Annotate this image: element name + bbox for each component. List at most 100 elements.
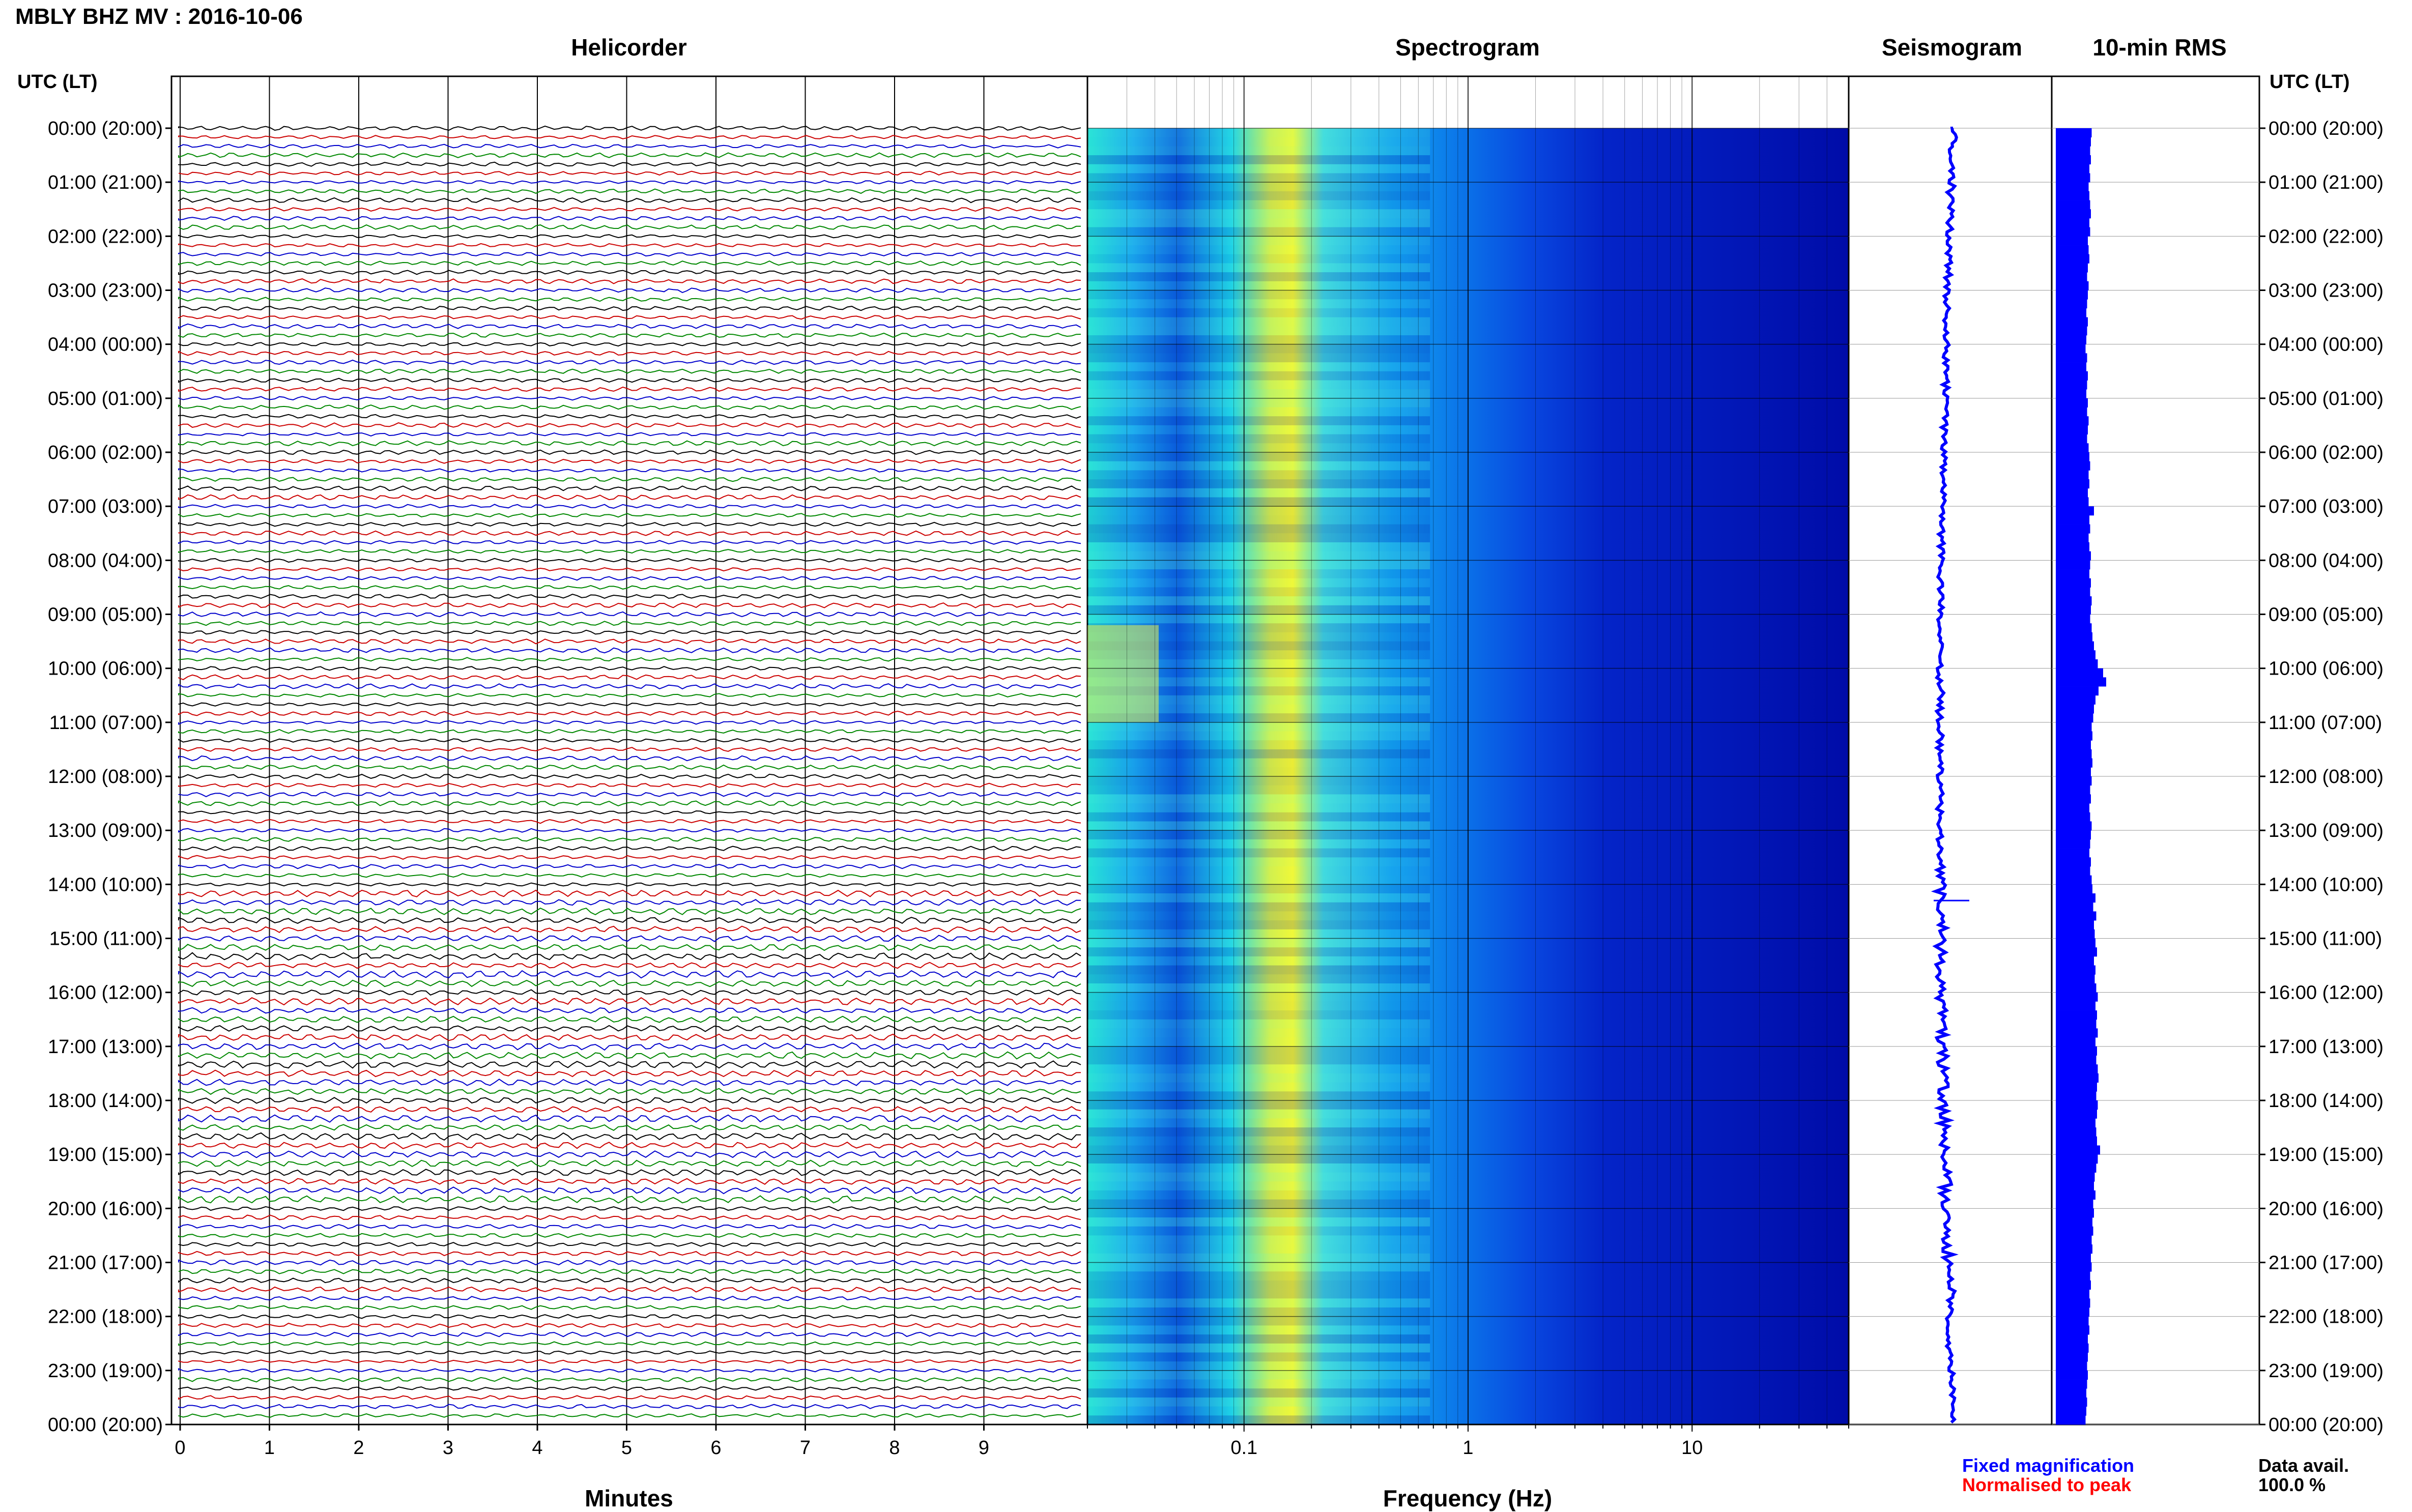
- rms-bar: [2056, 290, 2088, 300]
- spectrogram-row-texture: [1087, 335, 1430, 344]
- rms-bar: [2056, 425, 2088, 435]
- rms-bar: [2056, 1415, 2086, 1425]
- helicorder-trace: [178, 1296, 1081, 1301]
- rms-bar: [2056, 1199, 2093, 1209]
- spectrogram-row-texture: [1087, 371, 1430, 381]
- helicorder-trace: [178, 889, 1081, 897]
- spectrogram-row-texture: [1087, 677, 1430, 687]
- spectrogram-row-texture: [1087, 947, 1430, 956]
- helicorder-trace: [178, 611, 1081, 618]
- rms-bar: [2056, 1073, 2099, 1083]
- rms-bar: [2056, 902, 2093, 912]
- rms-bar: [2056, 407, 2087, 417]
- helicorder-trace: [178, 647, 1081, 654]
- spectrogram-row-texture: [1087, 1199, 1430, 1209]
- rms-panel: [2051, 75, 2260, 1426]
- spectrogram-row-texture: [1087, 299, 1430, 308]
- rms-bar: [2056, 920, 2094, 930]
- rms-bar: [2056, 326, 2087, 336]
- rms-bar: [2056, 668, 2103, 678]
- rms-bar: [2056, 659, 2098, 669]
- rms-bar: [2056, 929, 2095, 939]
- spectrogram-row-texture: [1087, 317, 1430, 327]
- time-label-left: 07:00 (03:00): [48, 496, 163, 517]
- rms-bar: [2056, 416, 2089, 426]
- rms-bar: [2056, 965, 2095, 975]
- rms-bar: [2056, 533, 2089, 543]
- spectrogram-title: Spectrogram: [1395, 34, 1540, 61]
- rms-bar: [2056, 1262, 2092, 1272]
- helicorder-trace: [178, 764, 1081, 770]
- helicorder-trace: [178, 1195, 1081, 1204]
- rms-bar: [2056, 722, 2092, 732]
- spectrogram-row-texture: [1087, 1352, 1430, 1362]
- rms-bar: [2056, 1316, 2089, 1326]
- time-label-right: 22:00 (18:00): [2269, 1306, 2384, 1328]
- rms-bar: [2056, 1190, 2095, 1200]
- time-label-right: 12:00 (08:00): [2269, 766, 2384, 788]
- seismogram-trace: [1931, 127, 1959, 1424]
- helicorder-trace: [178, 243, 1081, 248]
- helicorder-trace: [178, 386, 1081, 392]
- spectrogram-row-texture: [1087, 326, 1430, 335]
- rms-bar: [2056, 1334, 2088, 1344]
- rms-bar: [2056, 938, 2095, 948]
- time-label-left: 21:00 (17:00): [48, 1253, 163, 1274]
- spectrogram-row-texture: [1087, 929, 1430, 939]
- spectrogram-row-texture: [1087, 434, 1430, 444]
- time-label-right: 03:00 (23:00): [2269, 280, 2384, 302]
- spectrogram-row-texture: [1087, 1289, 1430, 1299]
- spectrogram-row-texture: [1087, 353, 1430, 363]
- helicorder-trace: [178, 755, 1081, 762]
- time-label-right: 05:00 (01:00): [2269, 388, 2384, 410]
- spectrogram-row-texture: [1087, 155, 1430, 164]
- helicorder-trace: [178, 305, 1081, 311]
- rms-bar: [2056, 1010, 2097, 1020]
- helicorder-trace: [178, 567, 1081, 572]
- helicorder-trace: [178, 314, 1081, 320]
- helicorder-trace: [178, 332, 1081, 338]
- helicorder-trace: [178, 234, 1081, 239]
- rms-bar: [2056, 1253, 2091, 1263]
- spectrogram-row-texture: [1087, 1325, 1430, 1335]
- helicorder-trace: [178, 1124, 1081, 1131]
- rms-bar: [2056, 497, 2089, 507]
- rms-bar: [2056, 218, 2089, 228]
- legend-fixed-magnification: Fixed magnification: [1962, 1455, 2135, 1476]
- spectrogram-lowfreq-patch: [1087, 625, 1159, 722]
- spectrogram-xtick-label: 0.1: [1230, 1437, 1257, 1459]
- helicorder-trace: [178, 1042, 1081, 1051]
- helicorder-trace: [178, 836, 1081, 842]
- spectrogram-row-texture: [1087, 1343, 1430, 1353]
- spectrogram-row-texture: [1087, 668, 1430, 678]
- rms-bar: [2056, 398, 2088, 408]
- helicorder-trace: [178, 449, 1081, 455]
- time-label-left: 03:00 (23:00): [48, 280, 163, 302]
- spectrogram-row-texture: [1087, 983, 1430, 993]
- spectrogram-row-texture: [1087, 965, 1430, 975]
- rms-bar: [2056, 956, 2094, 966]
- time-label-right: 13:00 (09:00): [2269, 820, 2384, 841]
- rms-bar: [2056, 596, 2092, 606]
- time-label-right: 21:00 (17:00): [2269, 1253, 2384, 1274]
- rms-bar: [2056, 578, 2091, 588]
- helicorder-trace: [178, 1277, 1081, 1284]
- rms-bar: [2056, 155, 2091, 165]
- spectrogram-row-texture: [1087, 1316, 1430, 1326]
- helicorder-trace: [178, 278, 1081, 284]
- helicorder-trace: [178, 585, 1081, 590]
- helicorder-trace: [178, 828, 1081, 833]
- helicorder-trace: [178, 1214, 1081, 1220]
- helicorder-trace: [178, 1377, 1081, 1383]
- helicorder-trace: [178, 513, 1081, 518]
- rms-bar: [2056, 1154, 2098, 1164]
- helicorder-trace: [178, 485, 1081, 491]
- spectrogram-row-texture: [1087, 839, 1430, 849]
- time-label-left: 11:00 (07:00): [49, 712, 163, 734]
- helicorder-xtick-label: 4: [532, 1437, 542, 1459]
- helicorder-trace: [178, 458, 1081, 464]
- spectrogram-row-texture: [1087, 1361, 1430, 1371]
- helicorder-trace: [178, 152, 1081, 158]
- helicorder-trace: [178, 1314, 1081, 1319]
- helicorder-trace: [178, 1404, 1081, 1409]
